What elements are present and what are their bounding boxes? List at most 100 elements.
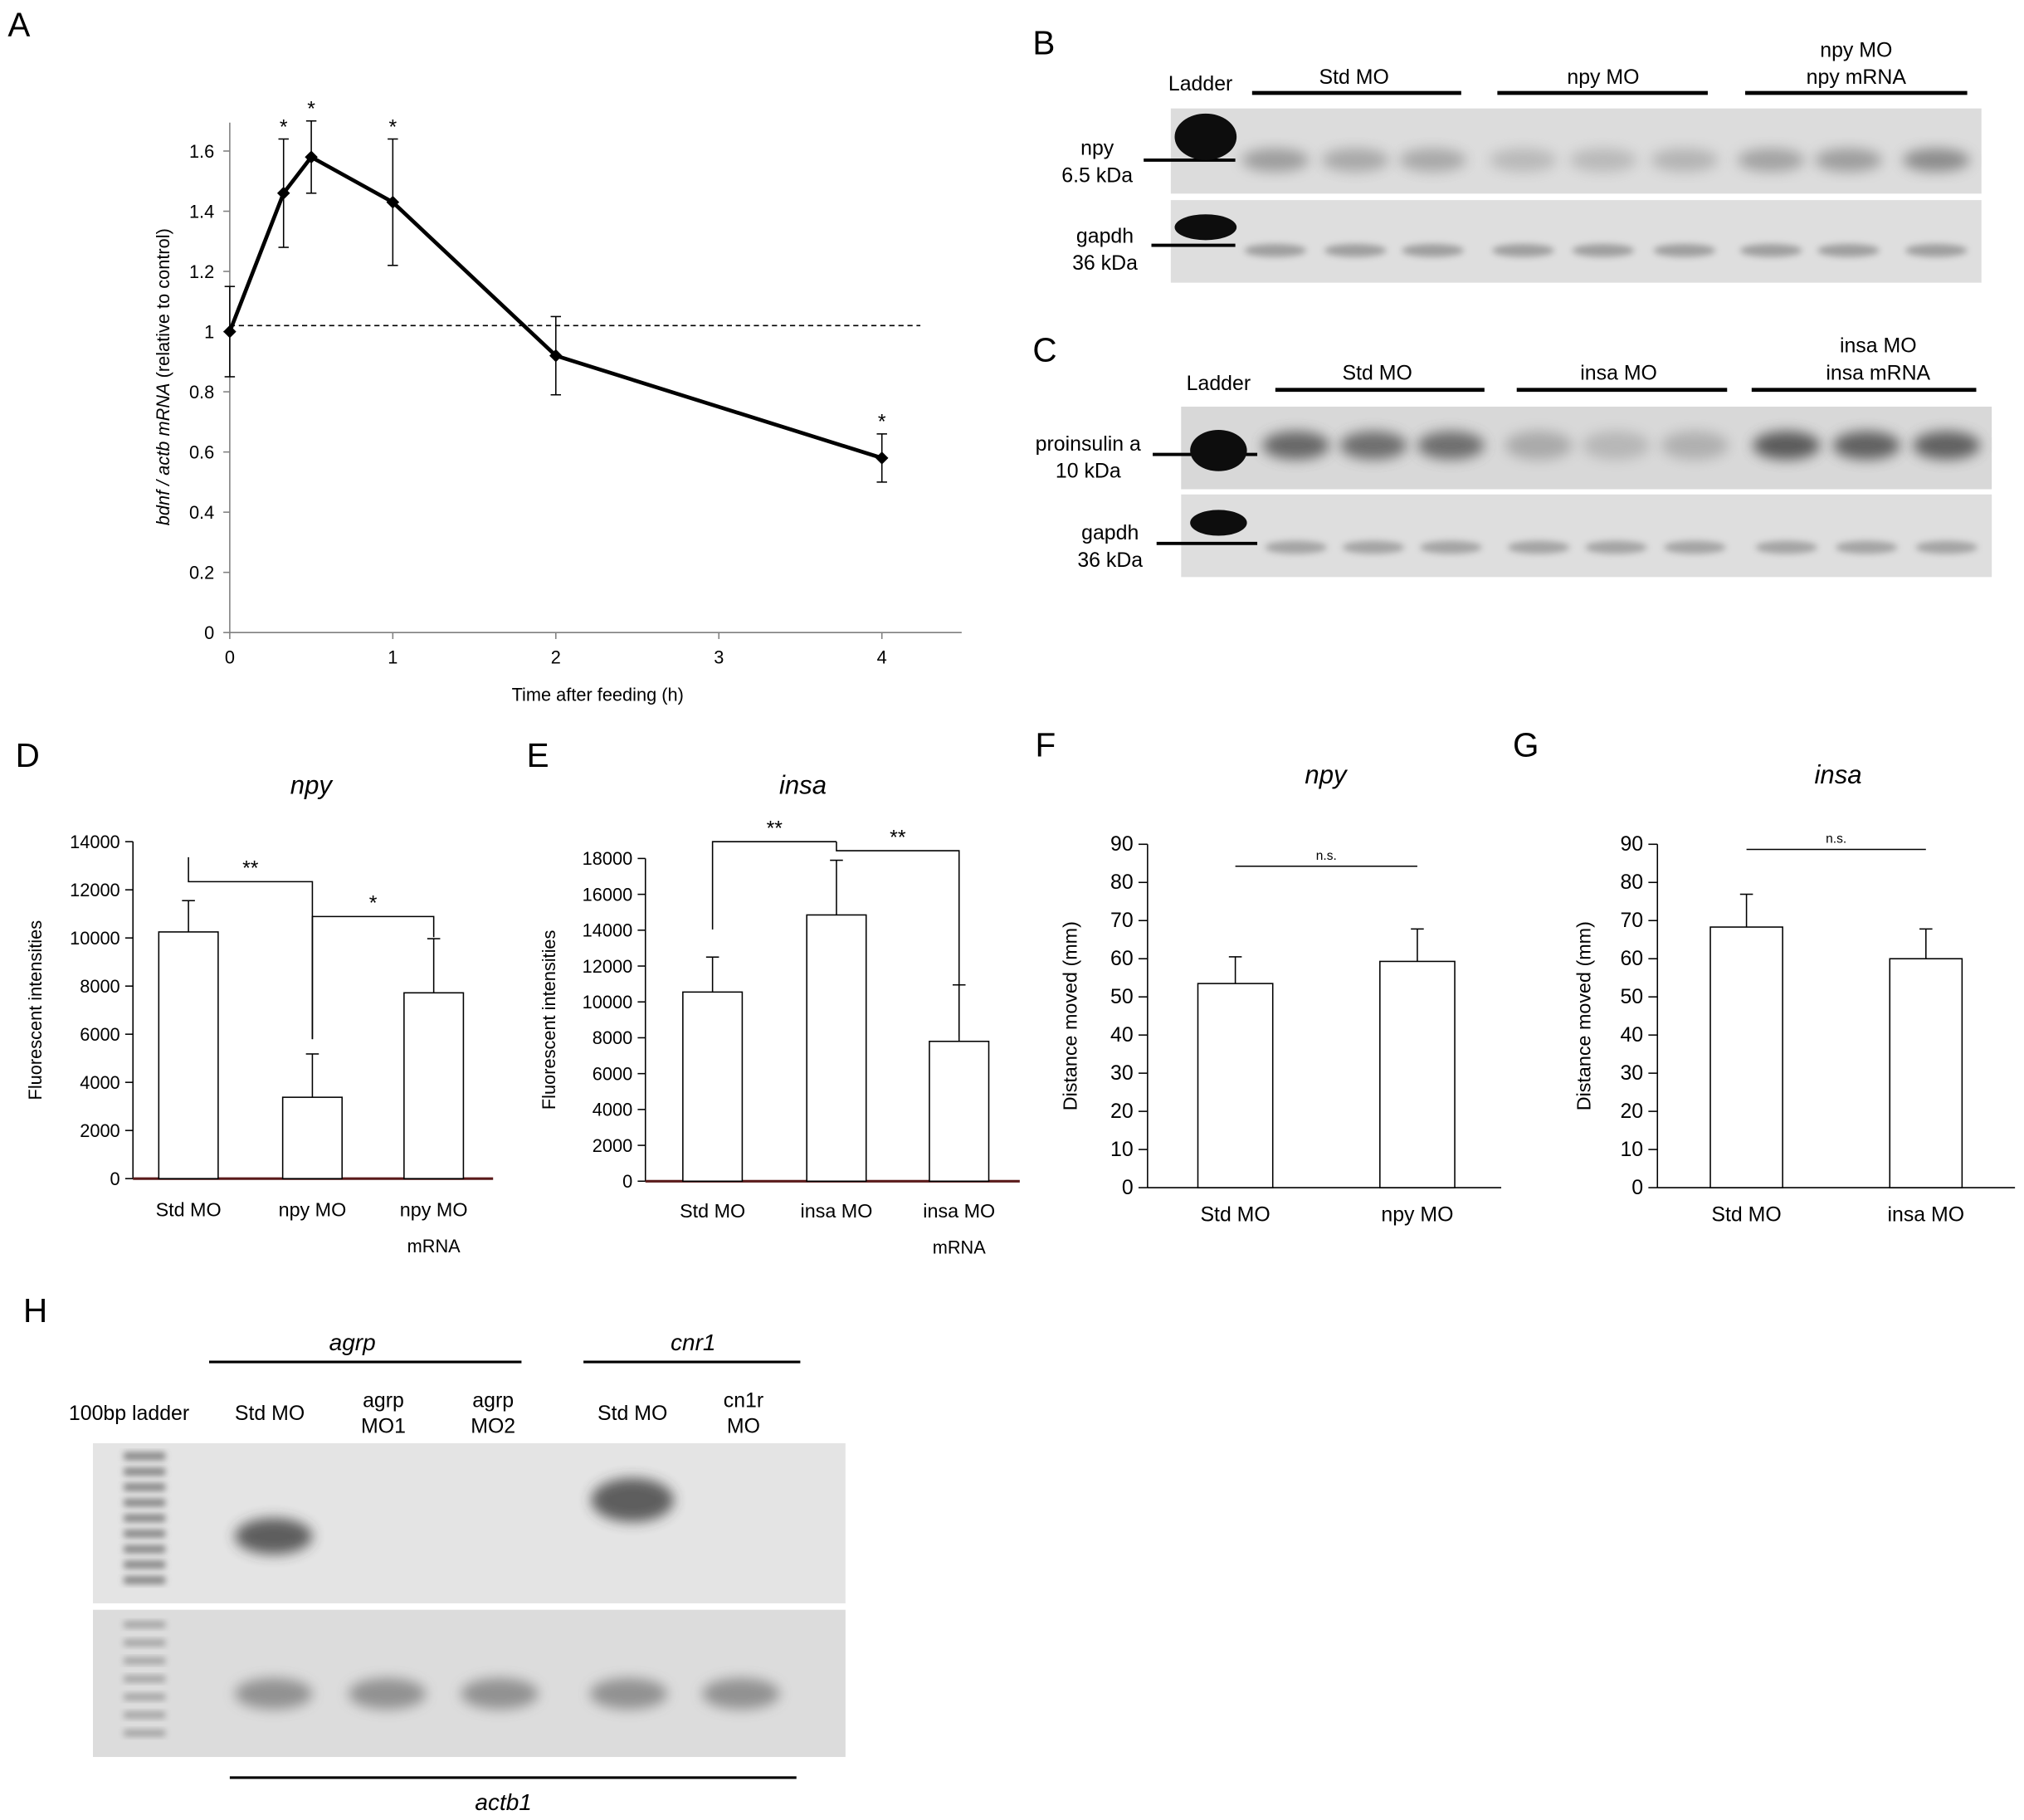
panel-a-significance: * bbox=[307, 98, 315, 121]
panelD-y-label: Fluorescent intensities bbox=[25, 920, 46, 1100]
panelD-category-label: npy MO bbox=[279, 1198, 347, 1220]
panel-label-c: C bbox=[1032, 331, 1056, 369]
blot-c-gapdh-band bbox=[1342, 540, 1405, 554]
gel-h-ladder-band bbox=[124, 1560, 166, 1569]
blot-b-npy-band bbox=[1902, 148, 1970, 172]
blot-c-gapdh-band bbox=[1664, 540, 1726, 554]
gel-h-ladder-band bbox=[124, 1498, 166, 1507]
panelG-category-label: Std MO bbox=[1711, 1203, 1781, 1227]
panelE-y-tick-label: 12000 bbox=[583, 956, 633, 977]
panel-a-x-tick-label: 0 bbox=[225, 647, 235, 668]
gel-h-actb1-band bbox=[235, 1678, 313, 1710]
gel-h-cnr1-band bbox=[591, 1478, 674, 1522]
blot-b-gapdh-band bbox=[1905, 243, 1968, 257]
panelF-y-tick-label: 80 bbox=[1110, 871, 1134, 894]
gel-h-ladder-band bbox=[124, 1544, 166, 1554]
panelG-y-tick-label: 80 bbox=[1620, 871, 1643, 894]
blot-c-proinsulin-band bbox=[1583, 431, 1650, 460]
panelD-bar bbox=[403, 992, 465, 1179]
panelD-y-tick-label: 2000 bbox=[80, 1120, 119, 1141]
panel-g-bar-chart: insa 0 10 20 30 40 50 60 70 80 90 Distance moved (m… bbox=[1573, 760, 2016, 1227]
panelE-y-tick-label: 10000 bbox=[583, 992, 633, 1012]
panelE-y-tick-label: 6000 bbox=[593, 1063, 632, 1084]
blot-b-gapdh-band bbox=[1244, 243, 1307, 257]
panelD-category-sublabel: mRNA bbox=[407, 1236, 461, 1256]
gel-h-top-gel bbox=[92, 1443, 846, 1603]
panel-a-x-tick-label: 3 bbox=[714, 647, 724, 668]
panelD-bracket-label: * bbox=[369, 892, 378, 915]
blot-b-gapdh-band bbox=[1572, 243, 1635, 257]
gel-h-bands bbox=[124, 1452, 780, 1737]
panelF-y-label: Distance moved (mm) bbox=[1059, 921, 1080, 1110]
panelG-y-tick-label: 50 bbox=[1620, 985, 1643, 1008]
blot-b-bottom-size: 36 kDa bbox=[1072, 251, 1138, 275]
panelD-y-tick-label: 8000 bbox=[80, 976, 119, 997]
panelD-y-tick-label: 6000 bbox=[80, 1024, 119, 1045]
gel-h-lane-5-line2: MO bbox=[727, 1415, 760, 1438]
panel-label-h: H bbox=[23, 1291, 47, 1330]
blot-c-ladder-label: Ladder bbox=[1187, 372, 1251, 395]
panelD-bracket-label: ** bbox=[242, 857, 259, 881]
panelE-y-label: Fluorescent intensities bbox=[539, 930, 559, 1110]
gel-h-group-cnr1: cnr1 bbox=[671, 1330, 715, 1355]
panelE-y-tick-label: 14000 bbox=[583, 920, 633, 941]
blot-c-gapdh-band bbox=[1835, 540, 1898, 554]
blot-c-group-1: Std MO bbox=[1343, 361, 1412, 384]
panel-a-x-tick-label: 1 bbox=[388, 647, 397, 668]
panelE-bracket bbox=[836, 842, 960, 1037]
panelD-y-tick-label: 0 bbox=[110, 1169, 120, 1189]
panelG-y-tick-label: 20 bbox=[1620, 1100, 1643, 1123]
panelF-bracket-label: n.s. bbox=[1316, 849, 1337, 863]
blot-c-ladder-band bbox=[1190, 510, 1247, 536]
blot-c-gapdh-band bbox=[1755, 540, 1818, 554]
blot-b-gapdh-band bbox=[1739, 243, 1802, 257]
blot-b-ladder-label: Ladder bbox=[1168, 72, 1232, 95]
blot-c-group-2: insa MO bbox=[1580, 361, 1657, 384]
gel-h-ladder-band bbox=[124, 1621, 166, 1628]
panelE-bracket bbox=[711, 841, 836, 930]
panel-label-g: G bbox=[1513, 726, 1539, 764]
panelG-bar bbox=[1709, 926, 1783, 1188]
panelF-y-tick-label: 70 bbox=[1110, 909, 1134, 932]
panel-label-f: F bbox=[1036, 726, 1056, 764]
panelE-bracket-label: ** bbox=[890, 826, 906, 849]
gel-h-ladder-band bbox=[124, 1483, 166, 1491]
panelG-y-label: Distance moved (mm) bbox=[1573, 921, 1594, 1110]
blot-b-gapdh-band bbox=[1402, 243, 1464, 257]
panelF-category-label: Std MO bbox=[1200, 1203, 1270, 1227]
blot-b-bottom-membrane bbox=[1170, 200, 1982, 283]
blot-b-npy-band bbox=[1321, 148, 1389, 172]
panelG-y-tick-label: 30 bbox=[1620, 1061, 1643, 1085]
panelG-y-tick-label: 70 bbox=[1620, 909, 1643, 932]
blot-c-proinsulin-band bbox=[1262, 431, 1330, 460]
blot-b-npy-band bbox=[1490, 148, 1557, 172]
panel-a-y-tick-label: 0.4 bbox=[189, 502, 214, 523]
gel-h-ladder-band bbox=[124, 1639, 166, 1647]
panelG-bracket-label: n.s. bbox=[1826, 832, 1846, 847]
blot-c-proinsulin-band bbox=[1339, 431, 1407, 460]
panel-a-y-tick-label: 1.4 bbox=[189, 201, 214, 222]
panelG-y-tick-label: 60 bbox=[1620, 947, 1643, 970]
panel-a-y-tick-label: 1.6 bbox=[189, 141, 214, 162]
panel-label-a: A bbox=[7, 6, 30, 44]
gel-h-lane-3-line2: MO2 bbox=[471, 1415, 515, 1438]
panel-a-y-tick-label: 0 bbox=[204, 622, 214, 643]
panelF-y-tick-label: 20 bbox=[1110, 1100, 1134, 1123]
gel-h-ladder-band bbox=[124, 1676, 166, 1682]
panelF-y-tick-label: 0 bbox=[1122, 1176, 1134, 1199]
blot-c-gapdh-band bbox=[1507, 540, 1570, 554]
gel-h-group-agrp: agrp bbox=[329, 1330, 376, 1355]
blot-c-proinsulin-band bbox=[1505, 431, 1573, 460]
panelE-y-tick-label: 0 bbox=[622, 1171, 632, 1192]
panel-a-data-point bbox=[386, 195, 400, 209]
gel-h-actb1-band bbox=[589, 1678, 668, 1710]
panel-label-d: D bbox=[16, 736, 40, 774]
panel-a-significance: * bbox=[388, 115, 397, 139]
blot-b-group-1: Std MO bbox=[1319, 66, 1389, 89]
gel-h-actb1-band bbox=[461, 1678, 539, 1710]
panel-label-e: E bbox=[527, 736, 549, 774]
panelF-y-tick-label: 50 bbox=[1110, 985, 1134, 1008]
panelD-bar bbox=[158, 931, 219, 1179]
panel-a-x-tick-label: 4 bbox=[877, 647, 887, 668]
panelE-y-tick-label: 2000 bbox=[593, 1135, 632, 1156]
